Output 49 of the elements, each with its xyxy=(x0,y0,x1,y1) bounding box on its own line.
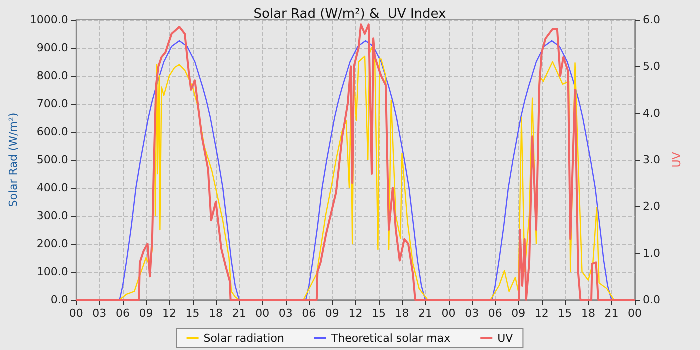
y2-axis-title: UV xyxy=(670,152,684,168)
y-tick-label: 1000.0 xyxy=(30,14,68,26)
x-tick-label: 09 xyxy=(325,307,340,320)
x-tick-label: 03 xyxy=(465,307,480,320)
x-tick-label: 12 xyxy=(534,307,549,320)
x-tick-label: 15 xyxy=(186,307,200,320)
y-axis-title: Solar Rad (W/m²) xyxy=(7,112,20,208)
y-tick-label: 500.0 xyxy=(36,154,68,166)
y-tick-label: 800.0 xyxy=(36,70,68,82)
y-tick-label: 700.0 xyxy=(36,98,68,110)
y2-tick-label: 2.0 xyxy=(643,200,660,214)
y2-tick-label: 6.0 xyxy=(643,14,660,26)
x-tick-label: 18 xyxy=(395,307,410,320)
x-tick-label: 21 xyxy=(232,307,246,320)
x-tick-label: 12 xyxy=(162,307,176,320)
x-tick-label: 09 xyxy=(512,307,526,320)
legend-label: Solar radiation xyxy=(204,332,284,345)
x-tick-label: 06 xyxy=(116,307,130,320)
x-tick-label: 09 xyxy=(139,307,154,320)
x-tick-label: 00 xyxy=(69,307,84,320)
y-tick-label: 200.0 xyxy=(36,238,68,250)
y-tick-label: 100.0 xyxy=(36,266,68,278)
y-tick-label: 600.0 xyxy=(36,126,68,138)
y-tick-label: 300.0 xyxy=(36,210,68,222)
y2-tick-label: 0.0 xyxy=(643,294,660,306)
y-tick-label: 400.0 xyxy=(36,182,68,194)
x-tick-label: 15 xyxy=(558,307,572,320)
y2-tick-label: 1.0 xyxy=(643,246,660,260)
x-tick-label: 06 xyxy=(302,307,316,320)
x-tick-label: 12 xyxy=(348,307,363,320)
x-tick-label: 00 xyxy=(256,307,270,320)
x-tick-label: 18 xyxy=(209,307,224,320)
x-tick-label: 06 xyxy=(488,307,502,320)
x-tick-label: 03 xyxy=(278,307,293,320)
y-tick-label: 0.0 xyxy=(50,294,68,306)
x-tick-label: 18 xyxy=(581,307,596,320)
y2-tick-label: 3.0 xyxy=(643,154,660,166)
x-tick-label: 21 xyxy=(418,307,433,320)
x-tick-label: 00 xyxy=(442,307,456,320)
y2-tick-label: 5.0 xyxy=(643,60,660,74)
y-tick-label: 900.0 xyxy=(36,42,68,54)
x-tick-label: 03 xyxy=(92,307,107,320)
x-tick-label: 00 xyxy=(628,307,642,320)
legend-label: UV xyxy=(498,332,514,345)
chart-title: Solar Rad (W/m²) & UV Index xyxy=(254,7,447,22)
x-tick-label: 15 xyxy=(372,307,386,320)
y2-tick-label: 4.0 xyxy=(643,106,660,120)
legend-label: Theoretical solar max xyxy=(330,332,452,345)
x-tick-label: 21 xyxy=(604,307,619,320)
